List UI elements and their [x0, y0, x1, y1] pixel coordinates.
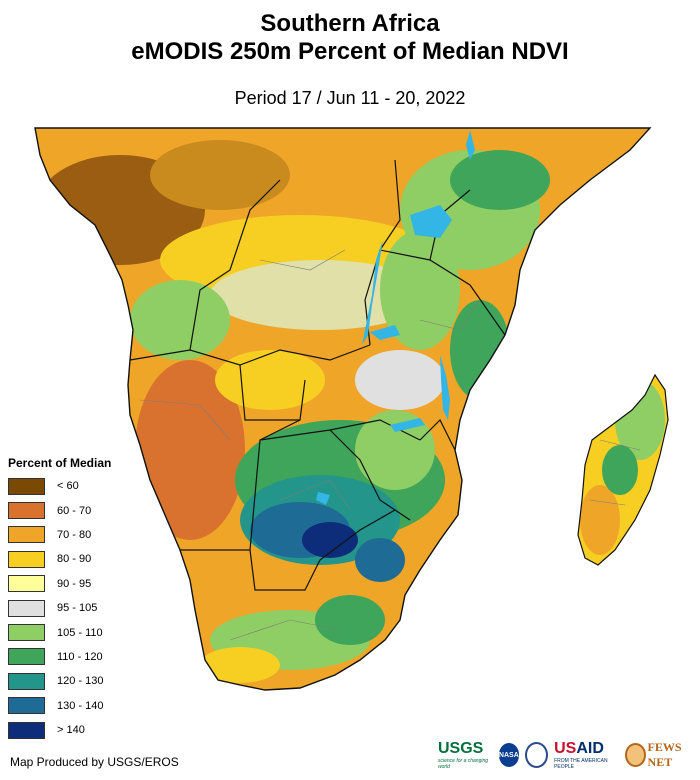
- legend-swatch: [8, 575, 45, 593]
- legend-label: 120 - 130: [57, 675, 104, 688]
- nasa-logo: NASA: [498, 743, 520, 767]
- legend-label: 80 - 90: [57, 553, 92, 566]
- credit-text: Map Produced by USGS/EROS: [10, 755, 179, 769]
- legend-item: > 140: [8, 718, 138, 742]
- lake-victoria: [410, 205, 452, 238]
- legend-swatch: [8, 477, 45, 495]
- legend-swatch: [8, 672, 45, 690]
- usgs-logo: USGS science for a changing world: [438, 740, 493, 770]
- madagascar-ndvi-layer: [578, 375, 668, 565]
- legend-swatch: [8, 550, 45, 568]
- legend-item: 120 - 130: [8, 669, 138, 693]
- ndvi-map: [0, 120, 700, 760]
- legend-swatch: [8, 624, 45, 642]
- usgs-tagline: science for a changing world: [438, 758, 489, 770]
- legend-label: 130 - 140: [57, 699, 104, 712]
- legend-swatch: [8, 721, 45, 739]
- legend-swatch: [8, 502, 45, 520]
- legend-label: < 60: [57, 480, 79, 493]
- legend-item: 110 - 120: [8, 645, 138, 669]
- map-title: Southern Africa eMODIS 250m Percent of M…: [0, 10, 700, 66]
- legend-swatch: [8, 648, 45, 666]
- seal-logo-icon: [525, 742, 549, 768]
- logo-strip: USGS science for a changing world NASA U…: [438, 740, 700, 770]
- legend-swatch: [8, 697, 45, 715]
- legend-label: 90 - 95: [57, 577, 92, 590]
- legend: Percent of Median < 60 60 - 70 70 - 80 80 -…: [8, 456, 138, 742]
- lake-north: [466, 130, 475, 160]
- map-svg: [34, 127, 669, 691]
- lake-kariba: [390, 418, 425, 432]
- legend-item: 105 - 110: [8, 620, 138, 644]
- legend-label: 60 - 70: [57, 504, 92, 517]
- legend-label: 110 - 120: [57, 650, 103, 663]
- lake-malawi: [440, 355, 450, 420]
- lake-tanganyika: [362, 240, 383, 345]
- usgs-logo-text: USGS: [438, 740, 484, 757]
- legend-label: 105 - 110: [57, 626, 103, 639]
- usaid-logo: USAID FROM THE AMERICAN PEOPLE: [554, 740, 618, 770]
- water-bodies: [316, 130, 475, 505]
- okavango: [316, 492, 330, 505]
- lake-mweru: [370, 325, 400, 340]
- usaid-aid: AID: [576, 740, 604, 757]
- legend-label: > 140: [57, 724, 85, 737]
- legend-label: 70 - 80: [57, 528, 92, 541]
- globe-icon: [624, 743, 646, 767]
- title-line-1: Southern Africa: [260, 10, 440, 37]
- title-line-2: eMODIS 250m Percent of Median NDVI: [131, 38, 569, 65]
- admin-boundaries: [139, 249, 641, 641]
- usaid-tagline: FROM THE AMERICAN PEOPLE: [554, 758, 608, 770]
- fews-net-text: FEWS NET: [647, 740, 682, 769]
- usaid-us: US: [554, 740, 577, 757]
- legend-item: 90 - 95: [8, 572, 138, 596]
- legend-label: 95 - 105: [57, 602, 98, 615]
- legend-item: 130 - 140: [8, 694, 138, 718]
- legend-swatch: [8, 599, 45, 617]
- legend-item: < 60: [8, 474, 138, 498]
- legend-item: 95 - 105: [8, 596, 138, 620]
- legend-item: 60 - 70: [8, 498, 138, 522]
- legend-item: 80 - 90: [8, 547, 138, 571]
- period-label: Period 17 / Jun 11 - 20, 2022: [234, 88, 466, 108]
- legend-title: Percent of Median: [8, 456, 112, 470]
- fews-net-logo: FEWS NET: [624, 740, 700, 770]
- legend-item: 70 - 80: [8, 523, 138, 547]
- legend-swatch: [8, 526, 45, 544]
